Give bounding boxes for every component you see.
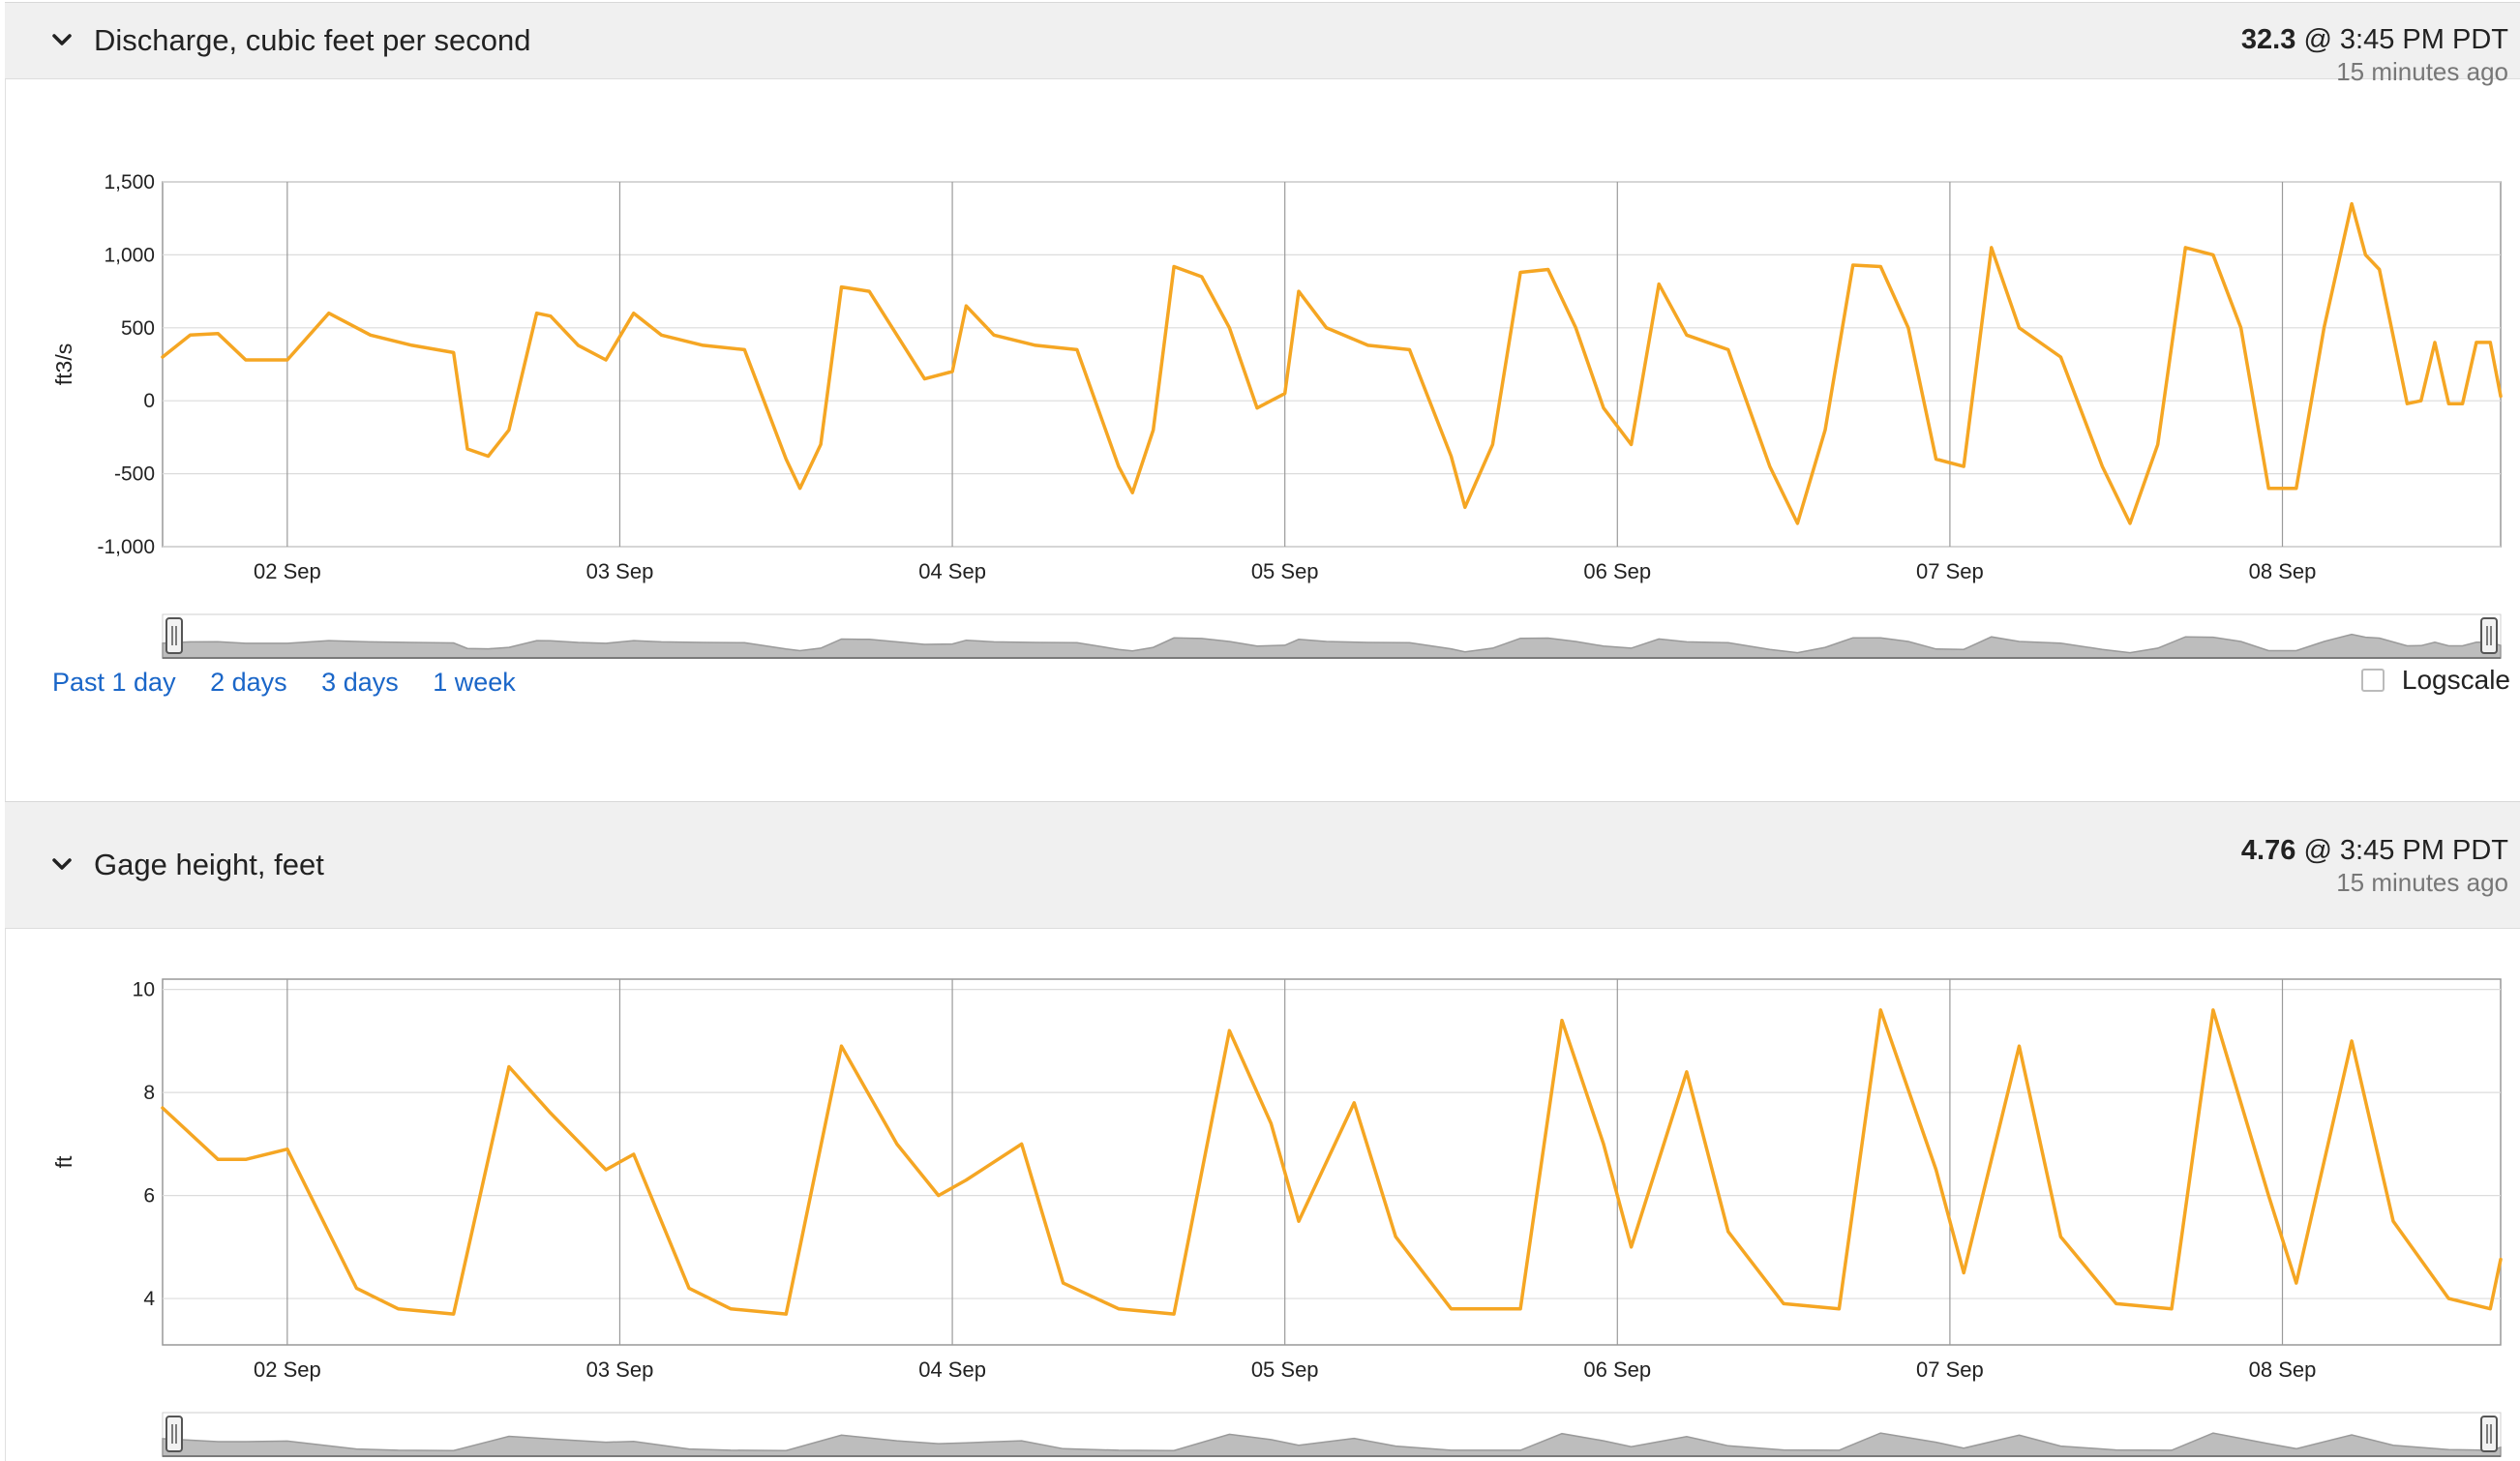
- navigator-handle-right[interactable]: [2480, 1416, 2498, 1452]
- current-ago: 15 minutes ago: [2336, 868, 2508, 897]
- panel-border: [5, 79, 6, 801]
- x-tick-label: 04 Sep: [918, 559, 986, 583]
- current-value: 32.3: [2240, 24, 2296, 55]
- current-ago: 15 minutes ago: [2336, 57, 2508, 86]
- current-time: @ 3:45 PM PDT: [2303, 835, 2508, 866]
- plot-area: [162, 181, 2502, 548]
- x-tick-label: 05 Sep: [1251, 559, 1319, 583]
- chevron-down-icon[interactable]: [48, 851, 75, 879]
- x-tick-label: 07 Sep: [1916, 559, 1984, 583]
- navigator-handle-left[interactable]: [165, 617, 183, 654]
- current-value: 4.76: [2240, 835, 2296, 866]
- discharge-chart[interactable]: -1,000 -500 0 500 1,000 1,500 02 Sep 03 Sep 04 S…: [0, 145, 2520, 726]
- x-tick-label: 03 Sep: [586, 1357, 654, 1382]
- y-tick-label: 6: [143, 1185, 155, 1208]
- x-tick-label: 02 Sep: [254, 1357, 321, 1382]
- navigator-area: [162, 633, 2502, 659]
- y-tick-label: 1,000: [104, 244, 155, 266]
- x-tick-label: 03 Sep: [586, 559, 654, 583]
- series-line: [161, 1008, 2503, 1316]
- panel-border: [5, 929, 6, 1461]
- x-tick-label: 05 Sep: [1251, 1357, 1319, 1382]
- range-links: Past 1 day 2 days 3 days 1 week: [52, 668, 543, 698]
- panel-title: Discharge, cubic feet per second: [94, 23, 531, 57]
- range-link-2-days[interactable]: 2 days: [210, 668, 287, 697]
- range-link-1-day[interactable]: Past 1 day: [52, 668, 176, 697]
- x-tick-label: 08 Sep: [2249, 1357, 2317, 1382]
- chevron-down-icon[interactable]: [48, 27, 75, 54]
- y-tick-label: -500: [114, 463, 155, 486]
- range-link-3-days[interactable]: 3 days: [321, 668, 399, 697]
- y-tick-label: -1,000: [97, 536, 155, 558]
- current-reading: 32.3 @ 3:45 PM PDT 15 minutes ago: [2241, 22, 2508, 86]
- navigator-area: [162, 1432, 2502, 1457]
- discharge-panel-header[interactable]: Discharge, cubic feet per second 32.3 @ …: [5, 2, 2520, 86]
- navigator-handle-right[interactable]: [2480, 617, 2498, 654]
- y-axis-title: ft: [51, 1155, 76, 1168]
- gage-height-chart[interactable]: 4 6 8 10 02 Sep 03 Sep 04 Sep 05 Sep 06 Sep 07 Se…: [0, 948, 2520, 1461]
- range-link-1-week[interactable]: 1 week: [433, 668, 516, 697]
- logscale-checkbox[interactable]: [2360, 669, 2385, 692]
- series-line: [161, 201, 2503, 525]
- x-tick-label: 06 Sep: [1583, 1357, 1651, 1382]
- gage-height-panel-header[interactable]: Gage height, feet 4.76 @ 3:45 PM PDT 15 …: [5, 801, 2520, 929]
- y-tick-label: 500: [121, 317, 155, 340]
- current-time: @ 3:45 PM PDT: [2303, 24, 2508, 55]
- x-tick-label: 08 Sep: [2249, 559, 2317, 583]
- y-tick-label: 10: [133, 979, 155, 1001]
- plot-area: [162, 978, 2502, 1346]
- x-tick-label: 04 Sep: [918, 1357, 986, 1382]
- y-tick-label: 8: [143, 1082, 155, 1104]
- logscale-toggle[interactable]: Logscale: [2360, 665, 2510, 696]
- y-tick-label: 0: [143, 390, 155, 412]
- current-reading: 4.76 @ 3:45 PM PDT 15 minutes ago: [2241, 833, 2508, 897]
- y-axis-title: ft3/s: [51, 343, 76, 385]
- panel-title: Gage height, feet: [94, 848, 324, 881]
- y-tick-label: 1,500: [104, 171, 155, 194]
- navigator-handle-left[interactable]: [165, 1416, 183, 1452]
- x-tick-label: 06 Sep: [1583, 559, 1651, 583]
- x-tick-label: 07 Sep: [1916, 1357, 1984, 1382]
- logscale-label: Logscale: [2401, 665, 2510, 695]
- y-tick-label: 4: [143, 1288, 155, 1310]
- x-tick-label: 02 Sep: [254, 559, 321, 583]
